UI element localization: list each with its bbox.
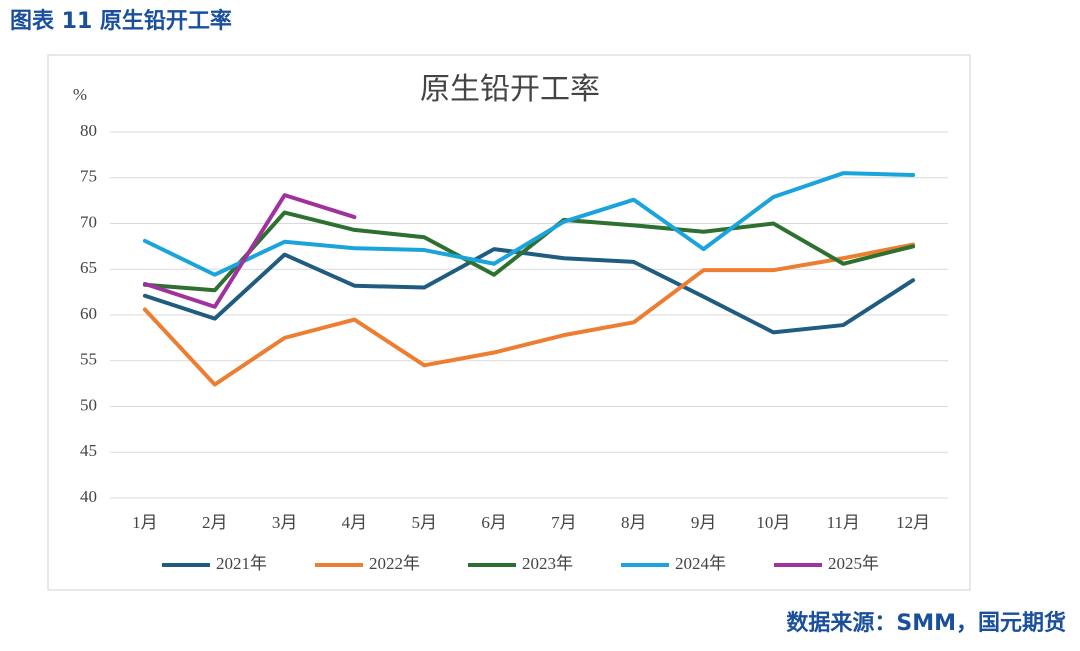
x-tick-label: 1月 [132,513,158,532]
x-tick-label: 9月 [691,513,717,532]
x-tick-label: 6月 [481,513,507,532]
legend-label: 2024年 [675,554,726,573]
x-tick-label: 10月 [756,513,790,532]
y-tick-label: 50 [80,395,97,414]
chart-frame [47,54,971,591]
legend-label: 2022年 [369,554,420,573]
x-tick-label: 7月 [551,513,577,532]
line-series [142,193,357,309]
x-tick-label: 8月 [621,513,647,532]
y-tick-label: 55 [80,350,97,369]
chart-title: 原生铅开工率 [420,73,600,106]
source: 数据来源：SMM，国元期货 [786,610,1066,636]
x-tick-label: 3月 [272,513,298,532]
line-series [142,247,916,335]
legend-label: 2023年 [522,554,573,573]
y-tick-label: 75 [80,167,97,186]
y-tick-label: 80 [80,121,97,140]
x-tick-label: 5月 [412,513,438,532]
line-series [142,210,916,293]
x-tick-label: 12月 [896,513,930,532]
line-series [142,242,916,387]
y-tick-label: 45 [80,441,97,460]
x-tick-label: 2月 [202,513,228,532]
legend-label: 2025年 [828,554,879,573]
y-tick-label: 40 [80,487,97,506]
line-series [142,171,916,277]
x-tick-label: 4月 [342,513,368,532]
y-axis-label: % [73,85,87,104]
legend-label: 2021年 [216,554,267,573]
y-tick-label: 65 [80,258,97,277]
y-tick-label: 70 [80,212,97,231]
y-tick-label: 60 [80,304,97,323]
header: 图表 11 原生铅开工率 [10,8,232,34]
x-tick-label: 11月 [827,513,860,532]
